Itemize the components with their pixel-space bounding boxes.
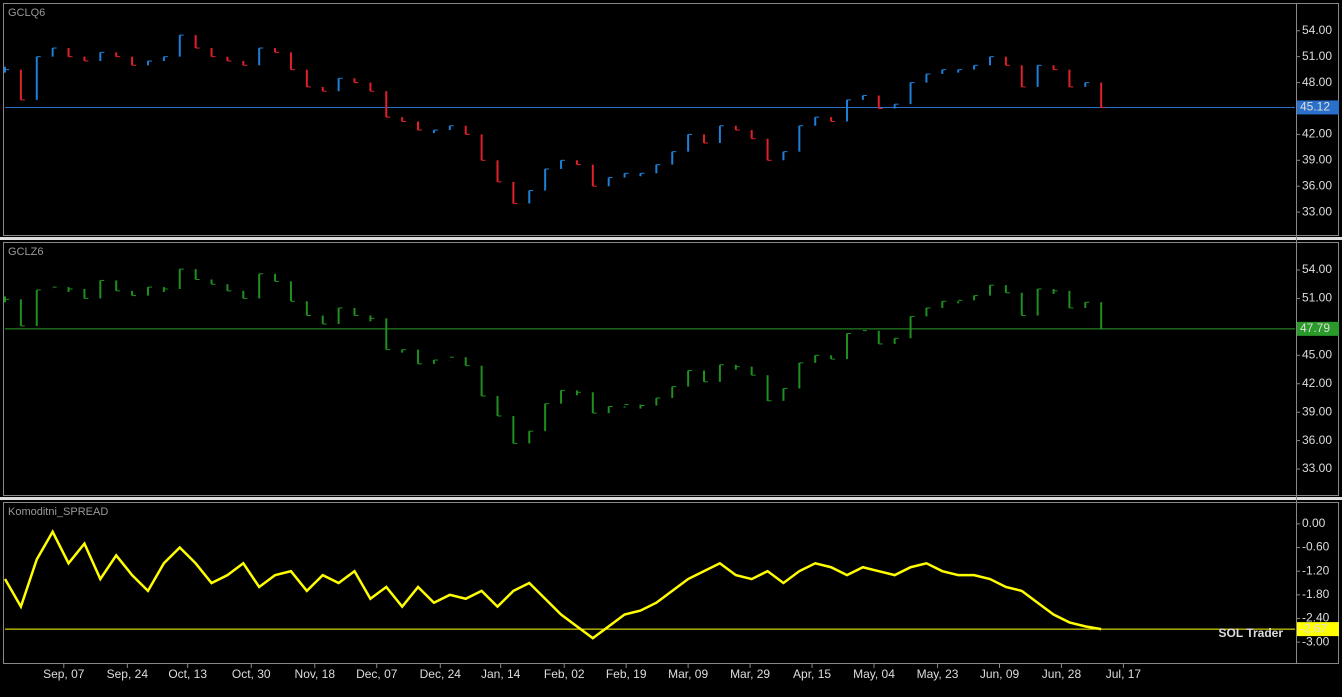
- x-tick-label: Sep, 07: [43, 667, 85, 681]
- x-tick-label: Mar, 09: [668, 667, 708, 681]
- y-tick-label: 48.00: [1302, 75, 1332, 89]
- y-tick-label: -3.00: [1302, 634, 1330, 648]
- y-tick-label: -1.80: [1302, 587, 1330, 601]
- x-tick-label: May, 04: [853, 667, 895, 681]
- y-tick-label: 39.00: [1302, 404, 1332, 418]
- panel-title: Komoditni_SPREAD: [8, 506, 108, 518]
- x-tick-label: Dec, 24: [420, 667, 462, 681]
- panel-frame: [3, 502, 1339, 664]
- x-tick-label: Feb, 19: [606, 667, 647, 681]
- y-tick-label: 54.00: [1302, 262, 1332, 276]
- y-tick-label: 54.00: [1302, 23, 1332, 37]
- x-tick-label: Jun, 09: [980, 667, 1020, 681]
- y-tick-label: -0.60: [1302, 540, 1330, 554]
- y-tick-label: 33.00: [1302, 204, 1332, 218]
- level-label: 47.79: [1300, 321, 1330, 335]
- panel-title: GCLZ6: [8, 246, 43, 258]
- y-tick-label: 51.00: [1302, 49, 1332, 63]
- y-tick-label: 36.00: [1302, 178, 1332, 192]
- level-box: [1297, 321, 1339, 336]
- y-tick-label: -1.20: [1302, 563, 1330, 577]
- level-box: [1297, 100, 1339, 115]
- panel-frame: [3, 3, 1339, 236]
- x-tick-label: Jan, 14: [481, 667, 521, 681]
- y-tick-label: 36.00: [1302, 433, 1332, 447]
- level-label: -2.67: [1300, 621, 1328, 635]
- x-tick-label: Nov, 18: [295, 667, 336, 681]
- x-tick-label: Feb, 02: [544, 667, 585, 681]
- y-tick-label: 42.00: [1302, 376, 1332, 390]
- x-tick-label: May, 23: [917, 667, 959, 681]
- x-tick-label: Jul, 17: [1106, 667, 1142, 681]
- x-tick-label: Mar, 29: [730, 667, 770, 681]
- y-tick-label: -2.40: [1302, 611, 1330, 625]
- x-tick-label: Dec, 07: [356, 667, 398, 681]
- x-tick-label: Oct, 13: [168, 667, 207, 681]
- y-tick-label: 45.00: [1302, 347, 1332, 361]
- y-tick-label: 0.00: [1302, 516, 1326, 530]
- spread-line: [3, 529, 1102, 640]
- panel-frame: [3, 242, 1339, 496]
- y-tick-label: 33.00: [1302, 461, 1332, 475]
- watermark: SOL Trader: [1219, 626, 1284, 640]
- level-label: 45.12: [1300, 100, 1330, 114]
- y-tick-label: 39.00: [1302, 152, 1332, 166]
- x-tick-label: Oct, 30: [232, 667, 271, 681]
- level-box: [1297, 622, 1339, 637]
- y-tick-label: 42.00: [1302, 127, 1332, 141]
- y-tick-label: 51.00: [1302, 291, 1332, 305]
- x-tick-label: Jun, 28: [1042, 667, 1082, 681]
- x-tick-label: Sep, 24: [107, 667, 149, 681]
- x-tick-label: Apr, 15: [793, 667, 831, 681]
- panel-title: GCLQ6: [8, 7, 45, 19]
